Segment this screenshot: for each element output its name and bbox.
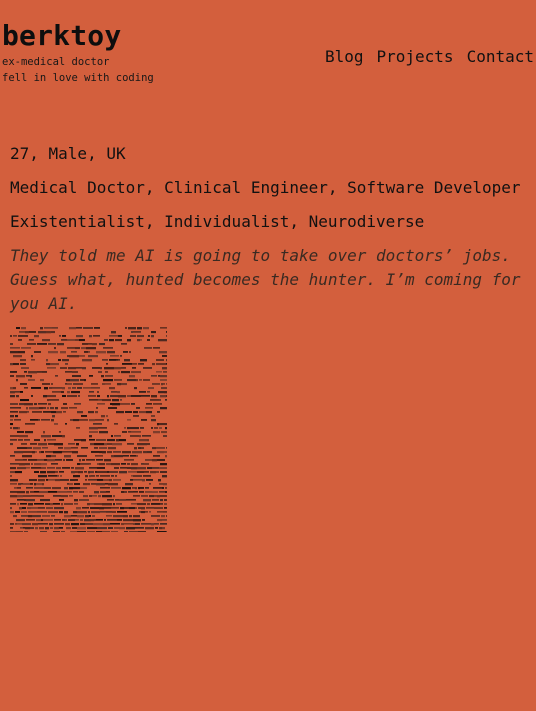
nav-projects-link[interactable]: Projects: [376, 47, 454, 66]
bio-age-location: 27, Male, UK: [10, 144, 126, 163]
tagline-1: ex-medical doctor: [2, 56, 110, 68]
main-nav: Blog Projects Contact: [325, 46, 534, 68]
bio-traits: Existentialist, Individualist, Neurodive…: [10, 212, 425, 231]
bio-professions: Medical Doctor, Clinical Engineer, Softw…: [10, 178, 521, 197]
ascii-portrait-svg: [10, 327, 167, 532]
brand: berktoy ex-medical doctor fell in love w…: [2, 18, 154, 86]
bio-quote: They told me AI is going to take over do…: [10, 246, 521, 313]
tagline-2: fell in love with coding: [2, 72, 154, 84]
nav-contact-link[interactable]: Contact: [466, 47, 534, 66]
ascii-portrait-image: [10, 326, 167, 532]
site-title[interactable]: berktoy: [2, 19, 122, 52]
bio-section: 27, Male, UK Medical Doctor, Clinical En…: [10, 142, 530, 316]
nav-blog-link[interactable]: Blog: [324, 47, 364, 66]
